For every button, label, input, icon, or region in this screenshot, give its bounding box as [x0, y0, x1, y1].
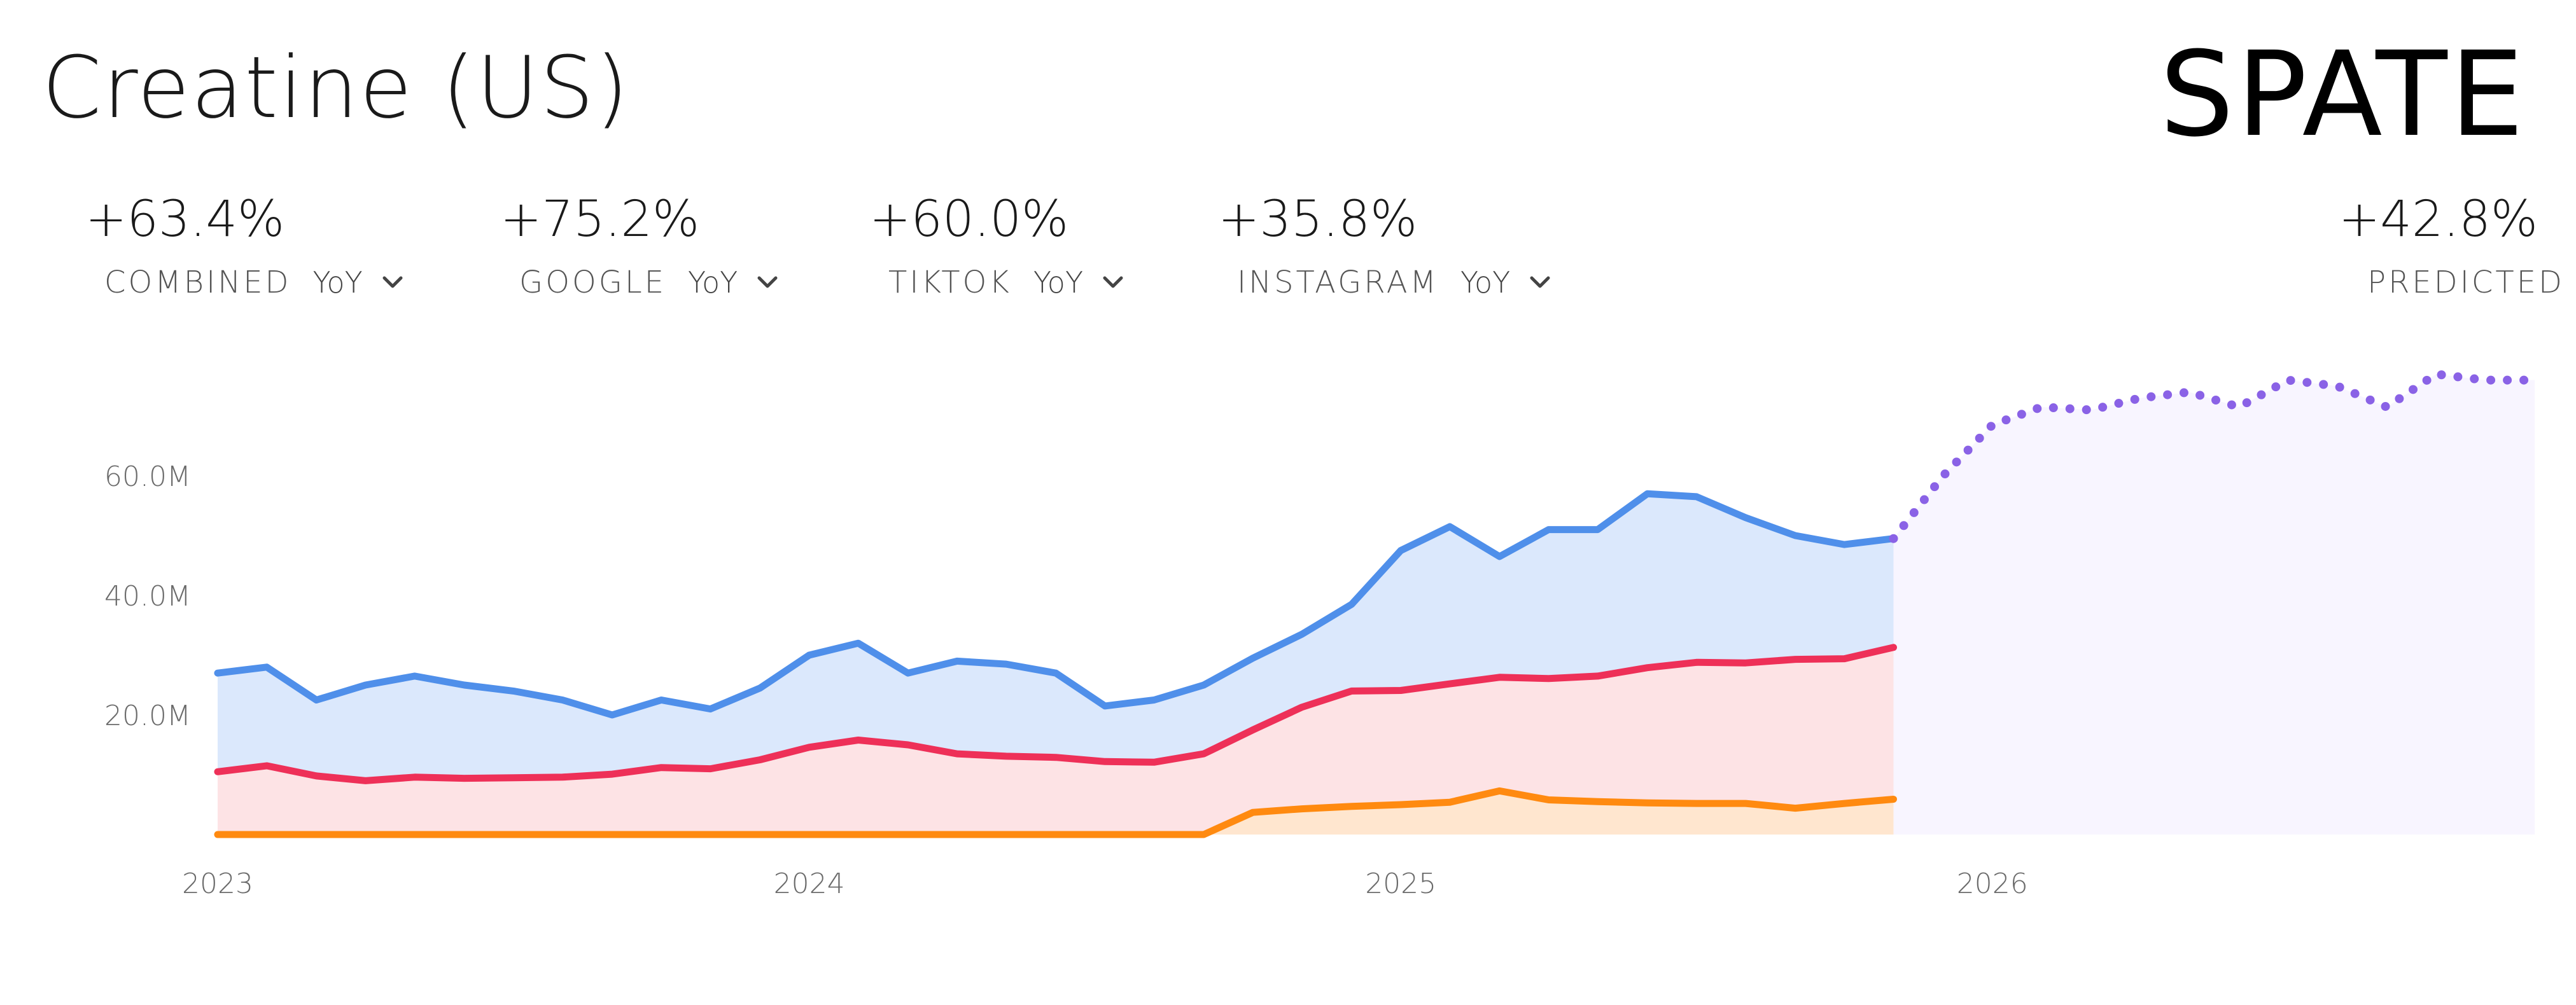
google-area — [218, 647, 1894, 835]
spate-logo: SPATE — [2159, 27, 2526, 163]
x-tick-label: 2026 — [1957, 868, 2028, 900]
x-tick-label: 2023 — [182, 868, 253, 900]
google-period-value: YoY — [688, 265, 738, 300]
predicted-area — [1893, 374, 2535, 835]
metric-instagram-value: +35.8% — [1218, 191, 1418, 248]
tiktok-period-dropdown[interactable]: YoY — [1033, 265, 1124, 300]
page-title: Creatine (US) — [42, 38, 630, 137]
metric-combined-label: COMBINED — [104, 265, 291, 300]
y-tick-label: 40.0M — [104, 580, 191, 613]
metric-combined: +63.4% COMBINED YoY — [85, 191, 403, 300]
tiktok-period-value: YoY — [1033, 265, 1084, 300]
x-tick-label: 2025 — [1365, 868, 1436, 900]
metric-combined-value: +63.4% — [85, 191, 285, 248]
x-tick-label: 2024 — [774, 868, 845, 900]
metric-tiktok-value: +60.0% — [869, 191, 1069, 248]
combined-line — [214, 490, 1897, 719]
instagram-period-value: YoY — [1460, 265, 1511, 300]
google-line — [214, 644, 1897, 784]
tiktok-area — [218, 791, 1894, 835]
y-tick-label: 20.0M — [104, 700, 191, 732]
metric-instagram: +35.8% INSTAGRAM YoY — [1218, 191, 1551, 300]
chevron-down-icon — [1103, 276, 1123, 288]
combined-period-value: YoY — [312, 265, 363, 300]
metric-predicted-value: +42.8% — [2338, 191, 2538, 248]
chevron-down-icon — [1530, 276, 1550, 288]
metric-tiktok-label: TIKTOK — [888, 265, 1012, 300]
metric-instagram-label: INSTAGRAM — [1237, 265, 1439, 300]
metric-google: +75.2% GOOGLE YoY — [500, 191, 778, 300]
metric-google-value: +75.2% — [500, 191, 700, 248]
instagram-period-dropdown[interactable]: YoY — [1460, 265, 1551, 300]
y-tick-label: 60.0M — [104, 461, 191, 493]
google-period-dropdown[interactable]: YoY — [688, 265, 778, 300]
metric-tiktok: +60.0% TIKTOK YoY — [869, 191, 1124, 300]
predicted-line — [1889, 370, 2540, 543]
metric-predicted: +42.8% PREDICTED — [2339, 191, 2565, 300]
combined-period-dropdown[interactable]: YoY — [313, 265, 403, 300]
metric-predicted-label: PREDICTED — [2367, 265, 2565, 300]
chevron-down-icon — [382, 276, 403, 288]
metric-google-label: GOOGLE — [519, 265, 667, 300]
tiktok-line — [214, 787, 1897, 838]
chevron-down-icon — [757, 276, 778, 288]
